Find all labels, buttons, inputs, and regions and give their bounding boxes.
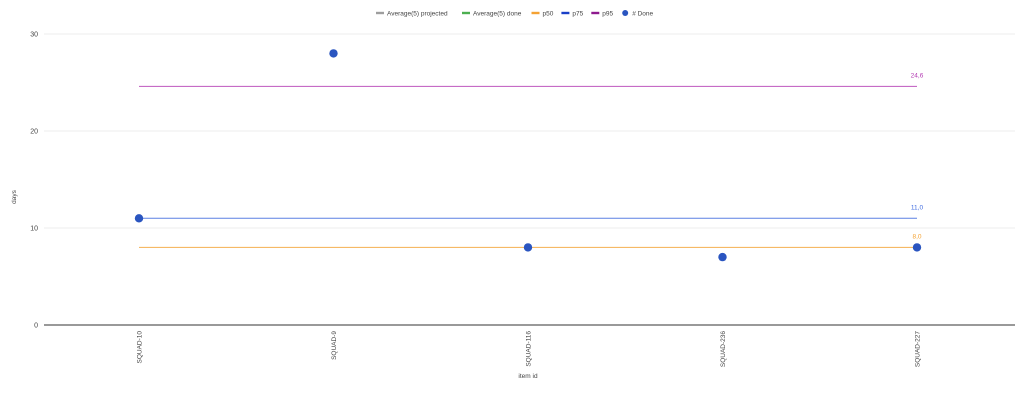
legend-label: Average(5) projected (387, 10, 448, 17)
data-label: 11,0 (911, 204, 924, 211)
legend-item[interactable]: Average(5) done (462, 10, 522, 17)
axes: 0 10 20 30 SQUAD-10 SQUAD-9 SQUAD-116 SQUAD-236… (30, 32, 1015, 368)
x-tick-label: SQUAD-236 (720, 331, 727, 368)
data-point (912, 243, 922, 252)
legend-marker (376, 11, 384, 15)
legend-label: p75 (572, 10, 583, 17)
data-label: 8,0 (912, 233, 921, 240)
x-tick-label: SQUAD-10 (137, 331, 144, 364)
legend-item[interactable]: # Done (622, 10, 654, 17)
legend-marker (462, 11, 470, 15)
data-point (523, 243, 533, 252)
legend-marker (591, 11, 600, 15)
legend-item[interactable]: Average(5) projected (376, 10, 448, 17)
x-tick-label: SQUAD-9 (331, 331, 338, 360)
data-points (134, 49, 922, 262)
data-point (134, 214, 144, 223)
y-tick-label: 30 (30, 32, 38, 39)
y-tick-label: 10 (30, 226, 38, 233)
data-label: 24,6 (911, 72, 924, 79)
legend-item[interactable]: p95 (591, 10, 614, 17)
legend-item[interactable]: p75 (561, 10, 584, 17)
legend-marker (531, 11, 540, 15)
data-point (329, 49, 338, 58)
y-axis-title: days (11, 189, 18, 203)
legend-label: p95 (602, 10, 613, 17)
legend-marker (561, 11, 570, 15)
legend-label: # Done (632, 10, 653, 17)
legend-label: Average(5) done (473, 10, 522, 17)
x-axis-title: item id (518, 373, 538, 380)
x-tick-label: SQUAD-227 (915, 331, 922, 368)
legend-label: p50 (543, 10, 554, 17)
reference-lines: 8,0 11,0 24,6 (139, 72, 924, 248)
x-tick-label: SQUAD-116 (526, 331, 533, 367)
y-tick-label: 20 (30, 129, 38, 136)
legend-item[interactable]: p50 (531, 10, 554, 17)
legend-marker (622, 10, 629, 16)
legend: Average(5) projected Average(5) done p50 p7… (376, 10, 654, 17)
gridlines (44, 33, 1015, 229)
data-point (718, 252, 727, 262)
y-tick-label: 0 (34, 323, 38, 330)
